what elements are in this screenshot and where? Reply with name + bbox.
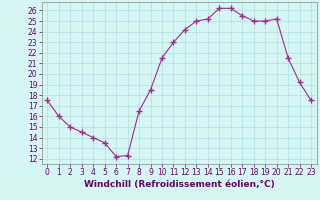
X-axis label: Windchill (Refroidissement éolien,°C): Windchill (Refroidissement éolien,°C) xyxy=(84,180,275,189)
